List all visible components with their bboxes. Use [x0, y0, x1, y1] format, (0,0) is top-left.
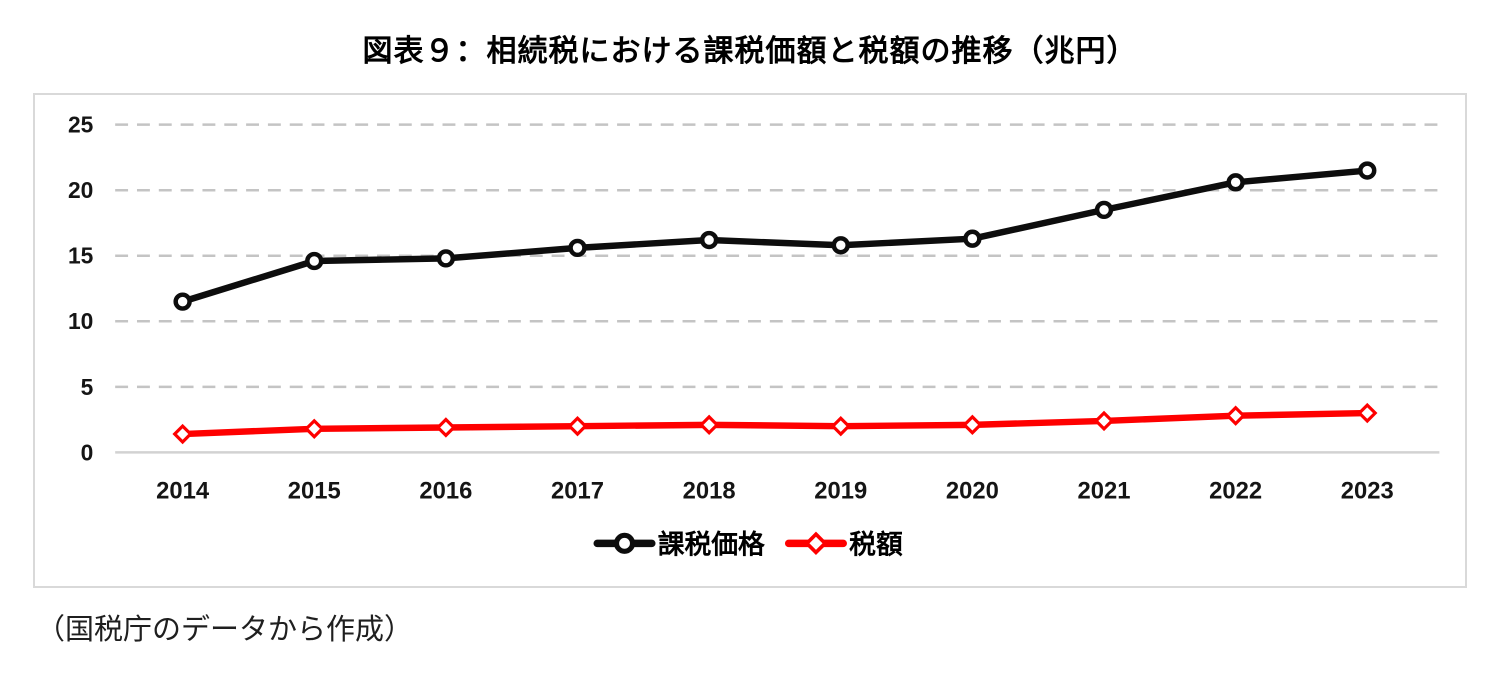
chart-frame: 0 5 10 15 20 25 2014 2015 2016 2017 2018 2019 2020 20… — [33, 93, 1467, 588]
y-axis-label: 20 — [68, 177, 93, 203]
series-line — [179, 167, 1371, 305]
data-point-marker — [831, 236, 850, 255]
x-axis-label: 2021 — [1078, 478, 1131, 505]
x-axis-label: 2019 — [814, 478, 867, 505]
x-axis-label: 2014 — [156, 478, 210, 505]
source-note: （国税庁のデータから作成） — [36, 612, 414, 646]
x-axis-label: 2017 — [551, 478, 604, 505]
data-point-marker — [435, 417, 457, 438]
y-axis-label: 5 — [81, 374, 94, 400]
chart-title: 図表９：相続税における課税価額と税額の推移（兆円） — [362, 35, 1138, 68]
data-point-marker — [173, 292, 192, 311]
data-point-marker — [613, 532, 636, 554]
data-point-marker — [699, 230, 719, 250]
data-point-marker — [963, 229, 982, 248]
data-point-marker — [804, 531, 828, 556]
x-axis-label: 2023 — [1341, 478, 1394, 505]
data-point-marker — [172, 423, 193, 445]
data-point-marker — [304, 418, 325, 439]
data-point-marker — [305, 251, 324, 271]
data-point-marker — [1094, 200, 1114, 220]
legend-label: 税額 — [849, 529, 903, 559]
y-axis-label: 10 — [68, 308, 93, 334]
series-line — [179, 409, 1371, 438]
data-point-marker — [1357, 402, 1378, 424]
data-point-marker — [568, 238, 587, 258]
data-point-marker — [830, 415, 851, 437]
x-axis-label: 2018 — [683, 478, 736, 505]
x-axis-label: 2022 — [1209, 478, 1262, 505]
x-axis-label: 2015 — [288, 478, 341, 505]
x-axis-label: 2016 — [419, 478, 472, 505]
data-point-marker — [1226, 173, 1245, 192]
legend-label: 課税価格 — [658, 528, 766, 559]
x-axis-label: 2020 — [946, 478, 999, 505]
data-point-marker — [567, 415, 588, 437]
data-point-marker — [436, 249, 456, 268]
data-point-marker — [1225, 405, 1246, 426]
data-point-marker — [962, 414, 983, 436]
data-point-marker — [1358, 161, 1377, 180]
y-axis-label: 15 — [68, 243, 94, 269]
y-axis-label: 0 — [81, 439, 94, 465]
data-point-marker — [1093, 410, 1115, 432]
y-axis-label: 25 — [68, 112, 94, 138]
line-chart: 0 5 10 15 20 25 2014 2015 2016 2017 2018 2019 2020 20… — [68, 112, 1440, 559]
data-point-marker — [698, 414, 720, 436]
